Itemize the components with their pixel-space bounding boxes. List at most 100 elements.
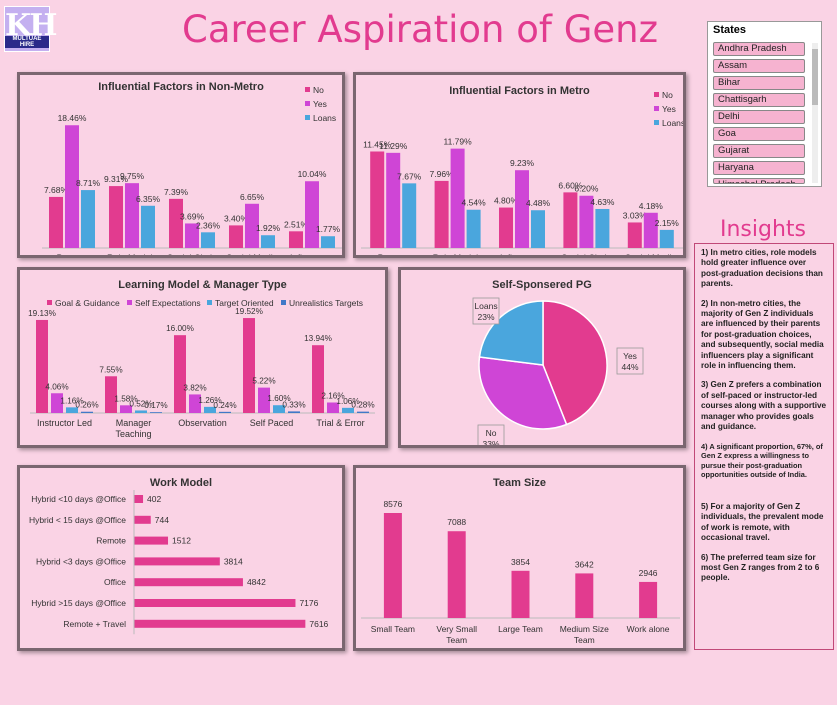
x-tick-label: Large Team (498, 624, 543, 634)
y-tick-label: Hybrid < 15 days @Office (29, 515, 126, 525)
page-title: Career Aspiration of Genz (181, 8, 658, 51)
state-item[interactable]: Delhi (713, 110, 805, 124)
insight-item: 4) A significant proportion, 67%, of Gen… (701, 441, 823, 480)
bar-self-expectations (51, 393, 63, 413)
workmodel-chart: Hybrid <10 days @Office 402 Hybrid < 15 da… (29, 490, 329, 635)
legend-label: Yes (662, 104, 676, 114)
data-label: 8576 (383, 499, 402, 509)
chart-panel-workmodel: Work Model Hybrid <10 days @Office 402 Hyb… (17, 465, 345, 651)
data-label: 1512 (172, 536, 191, 546)
state-item[interactable]: Himachal Pradesh (713, 178, 805, 184)
metro-chart: Parents 11.45%11.29% 7.67% Role Models 7.96%… (361, 90, 685, 263)
data-label: 0.26% (75, 401, 98, 410)
data-label: 2.16% (321, 391, 344, 400)
data-label: 11.29% (379, 141, 408, 151)
state-item[interactable]: Bihar (713, 76, 805, 90)
bar-goal-guidance (312, 345, 324, 413)
data-label: 3.40% (224, 213, 249, 223)
teamsize-chart: 8576 Small Team 7088 Very Small Team 3854 Larg… (361, 499, 680, 645)
slicer-scrollbar[interactable] (811, 43, 819, 183)
data-label: 2.15% (655, 218, 680, 228)
insight-item: 1) In metro cities, role models hold gre… (701, 248, 823, 289)
insights-panel: 1) In metro cities, role models hold gre… (694, 243, 834, 650)
x-tick-label: Instructor Led (37, 418, 92, 428)
data-label: 0.17% (144, 401, 167, 410)
bar-unrealistics-targets (288, 411, 300, 413)
y-tick-label: Remote (96, 536, 126, 546)
x-tick-label: Observation (178, 418, 227, 428)
bar-target-oriented (135, 410, 147, 413)
state-item[interactable]: Chattisgarh (713, 93, 805, 107)
state-item[interactable]: Andhra Pradesh (713, 42, 805, 56)
bar-self-expectations (327, 402, 339, 413)
x-tick-label: Medium Size Team (560, 624, 609, 645)
x-tick-label: Influencers (290, 253, 335, 255)
bar-loans (261, 235, 275, 248)
bar-no (109, 186, 123, 248)
bar-loans (141, 205, 155, 248)
data-label: 6.60% (558, 180, 583, 190)
data-label: 19.13% (28, 309, 56, 318)
bar-yes (386, 152, 401, 248)
bar-unrealistics-targets (219, 411, 231, 413)
chart-panel-teamsize: Team Size 8576 Small Team 7088 Very Small Te… (353, 465, 686, 651)
bar-unrealistics-targets (150, 412, 162, 413)
pie-category-label: No (486, 428, 497, 438)
chart-panel-nonmetro: Influential Factors in Non-Metro Parents… (17, 72, 345, 263)
data-label: 0.33% (282, 400, 305, 409)
data-label: 3814 (224, 556, 243, 566)
pie-category-label: Yes (623, 351, 637, 361)
data-label: 0.52% (129, 399, 152, 408)
state-item[interactable]: Gujarat (713, 144, 805, 158)
bar-goal-guidance (174, 335, 186, 413)
data-label: 6.35% (136, 194, 161, 204)
x-tick-label: Trial & Error (316, 418, 364, 428)
data-label: 2946 (639, 568, 658, 578)
bar-yes (245, 203, 259, 248)
bar-unrealistics-targets (357, 411, 369, 413)
x-tick-label: Parents (56, 253, 88, 255)
legend-label: No (313, 85, 324, 95)
data-label: 4.80% (494, 196, 519, 206)
x-tick-label: Work alone (627, 624, 670, 634)
data-label: 4.54% (462, 198, 487, 208)
pie-label-box (616, 347, 644, 375)
pie-value-label: 33% (482, 439, 499, 445)
chart-title: Influential Factors in Non-Metro (98, 81, 264, 93)
chart-panel-pie: Self-Sponsered PG Yes 44% No 33% Loans 23% (398, 267, 686, 452)
state-item[interactable]: Haryana (713, 161, 805, 175)
bar (575, 573, 594, 618)
y-tick-label: Hybrid >15 days @Office (31, 598, 126, 608)
bar-goal-guidance (105, 376, 117, 413)
bar (383, 513, 402, 618)
x-tick-label: Small Team (371, 624, 415, 634)
data-label: 6.20% (574, 184, 599, 194)
bar-yes (643, 212, 658, 248)
bar-goal-guidance (243, 318, 255, 413)
state-item[interactable]: Assam (713, 59, 805, 73)
nonmetro-chart: Parents 7.68% 18.46% 8.71% Role Models 9.31%9… (42, 85, 342, 263)
chart-panel-learning: Learning Model & Manager Type Instructor… (17, 267, 388, 448)
legend-swatch (654, 92, 659, 97)
state-item[interactable]: Goa (713, 127, 805, 141)
bar (511, 570, 530, 618)
chart-title: Influential Factors in Metro (449, 85, 590, 97)
data-label: 2.36% (196, 220, 221, 230)
legend-swatch (127, 300, 132, 305)
bar (134, 515, 151, 524)
x-tick-label: Social Media (625, 253, 677, 255)
data-label: 16.00% (166, 324, 194, 333)
data-label: 7.55% (99, 365, 122, 374)
x-tick-label: Self Paced (250, 418, 294, 428)
bar-yes (185, 223, 199, 248)
data-label: 7.96% (430, 169, 455, 179)
y-tick-label: Remote + Travel (63, 619, 126, 629)
data-label: 3.03% (623, 210, 648, 220)
legend-label: Yes (313, 99, 327, 109)
states-header: States (713, 24, 747, 36)
data-label: 1.92% (256, 223, 281, 233)
bar-target-oriented (273, 405, 285, 413)
data-label: 18.46% (58, 113, 87, 123)
data-label: 13.94% (304, 334, 332, 343)
legend-swatch (207, 300, 212, 305)
